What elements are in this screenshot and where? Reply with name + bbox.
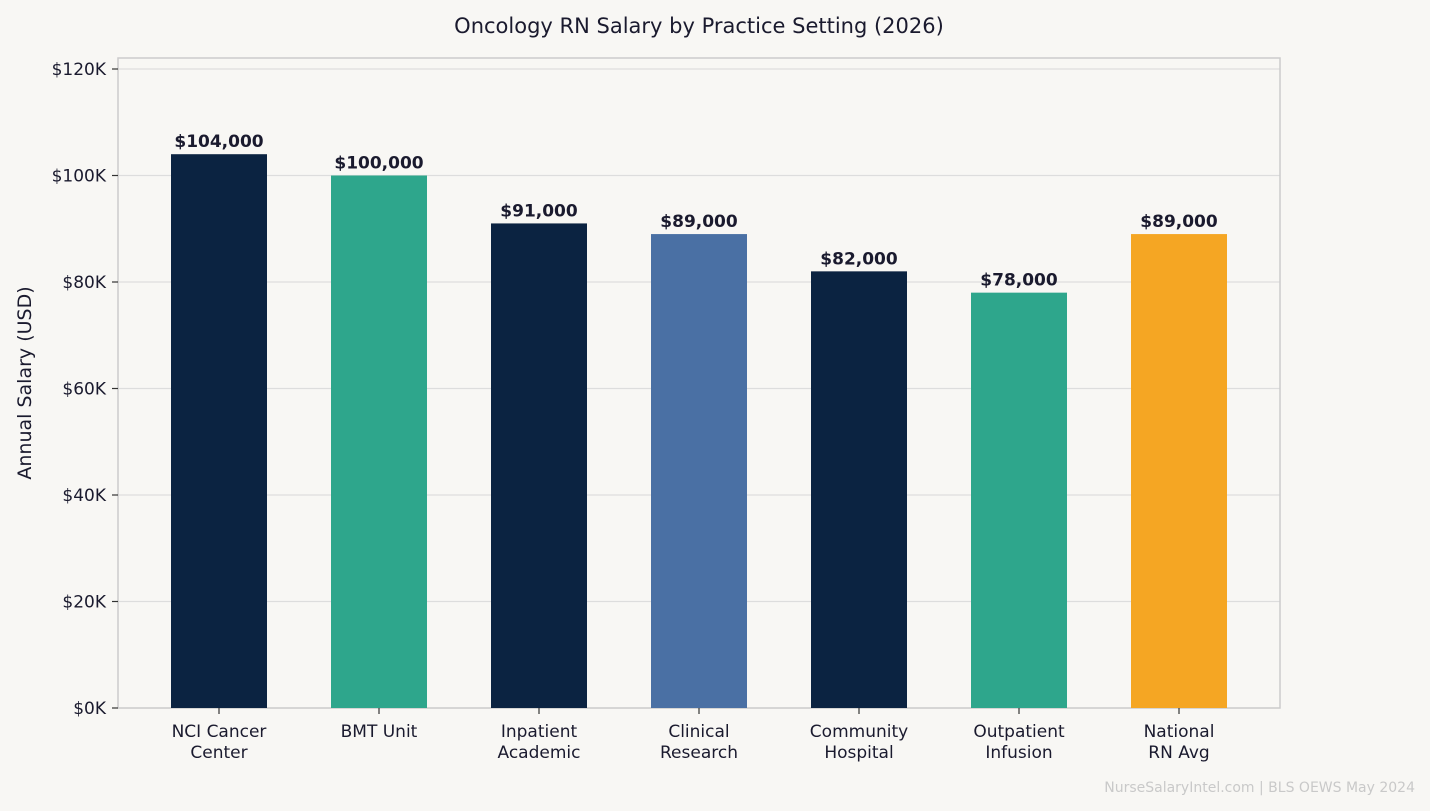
x-tick-label: Clinical (668, 722, 729, 742)
bar (971, 292, 1067, 708)
x-tick-label: Research (660, 743, 738, 763)
x-tick-label: Center (190, 743, 247, 763)
y-axis: $0K $20K $40K $60K $80K $100K $120K (52, 60, 118, 719)
bar (491, 223, 587, 709)
y-tick-label: $120K (52, 60, 107, 80)
x-tick-label: NCI Cancer (172, 722, 267, 742)
y-tick-label: $40K (62, 486, 106, 506)
y-tick-label: $60K (62, 380, 106, 400)
chart-title: Oncology RN Salary by Practice Setting (… (454, 14, 944, 38)
x-tick-label: Outpatient (973, 722, 1065, 742)
bar (651, 234, 747, 708)
bar-value-label: $82,000 (820, 249, 898, 269)
bars: $104,000 $100,000 $91,000 $89,000 $82,000 $78… (171, 132, 1227, 709)
x-tick-label: Infusion (985, 743, 1052, 763)
bar-value-label: $89,000 (1140, 212, 1218, 232)
bar-value-label: $91,000 (500, 201, 578, 221)
source-note: NurseSalaryIntel.com | BLS OEWS May 2024 (1104, 780, 1415, 796)
bar-value-label: $89,000 (660, 212, 738, 232)
bar-value-label: $78,000 (980, 271, 1058, 291)
x-tick-label: Academic (498, 743, 581, 763)
bar (331, 175, 427, 708)
x-tick-label: RN Avg (1148, 743, 1209, 763)
x-tick-label: Inpatient (501, 722, 578, 742)
x-tick-label: Community (810, 722, 908, 742)
y-axis-label: Annual Salary (USD) (14, 286, 36, 479)
bar-value-label: $104,000 (174, 132, 263, 152)
x-tick-label: BMT Unit (341, 722, 418, 742)
bar (811, 271, 907, 708)
y-tick-label: $100K (52, 167, 107, 187)
y-tick-label: $80K (62, 273, 106, 293)
x-tick-label: National (1144, 722, 1215, 742)
bar (1131, 234, 1227, 708)
x-tick-label: Hospital (824, 743, 893, 763)
y-tick-label: $20K (62, 593, 106, 613)
bar (171, 154, 267, 708)
bar-value-label: $100,000 (334, 154, 423, 174)
y-tick-label: $0K (73, 699, 107, 719)
